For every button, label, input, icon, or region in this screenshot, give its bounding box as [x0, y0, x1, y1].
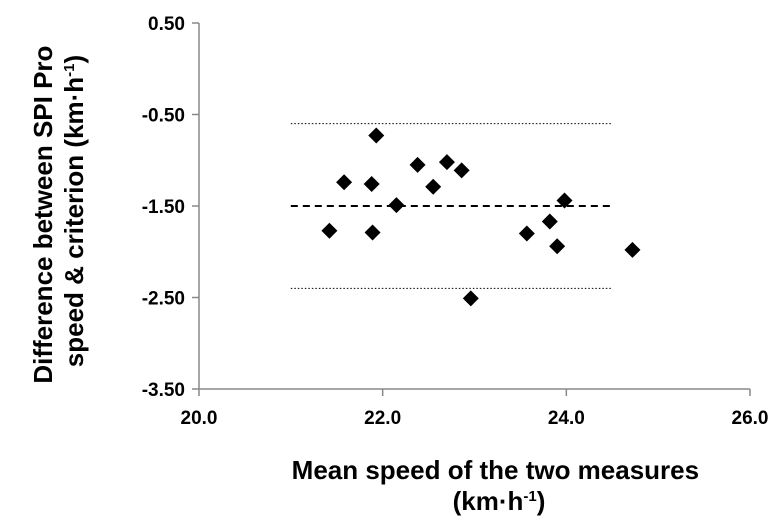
y-tick-label: -3.50 [142, 380, 185, 401]
data-points [321, 127, 641, 307]
data-point [425, 178, 442, 195]
y-axis-title-line2: speed & criterion (km·h-1) [59, 55, 89, 367]
x-tick-label: 26.0 [732, 408, 769, 429]
x-tick-label: 22.0 [364, 408, 401, 429]
data-point [518, 225, 535, 242]
ticks: 0.50 -0.50 -1.50 -2.50 -3.50 20.0 22.0 24.0 26.0 [142, 14, 769, 429]
reference-lines [290, 123, 613, 289]
data-point [624, 241, 641, 258]
data-point [388, 197, 405, 214]
data-point [336, 174, 353, 191]
data-point [453, 162, 470, 179]
x-axis-title-line2: (km·h-1) [453, 486, 546, 516]
data-point [364, 224, 381, 241]
data-point [368, 127, 385, 144]
data-point [409, 156, 426, 173]
data-point [462, 290, 479, 307]
data-point [438, 154, 455, 171]
data-point [363, 176, 380, 193]
x-tick-label: 24.0 [548, 408, 585, 429]
x-axis-title-line1: Mean speed of the two measures [292, 455, 699, 485]
y-tick-label: -1.50 [142, 197, 185, 218]
data-point [321, 222, 338, 239]
x-axis-title: Mean speed of the two measures (km·h-1) [292, 455, 707, 516]
data-point [541, 213, 558, 230]
data-point [549, 238, 566, 255]
y-tick-label: 0.50 [148, 14, 185, 35]
y-tick-label: -2.50 [142, 289, 185, 310]
y-axis-title: Difference between SPI Pro speed & crite… [28, 38, 89, 383]
y-axis-title-line1: Difference between SPI Pro [28, 46, 58, 384]
data-point [556, 192, 573, 209]
y-tick-label: -0.50 [142, 106, 185, 127]
x-tick-label: 20.0 [181, 408, 218, 429]
